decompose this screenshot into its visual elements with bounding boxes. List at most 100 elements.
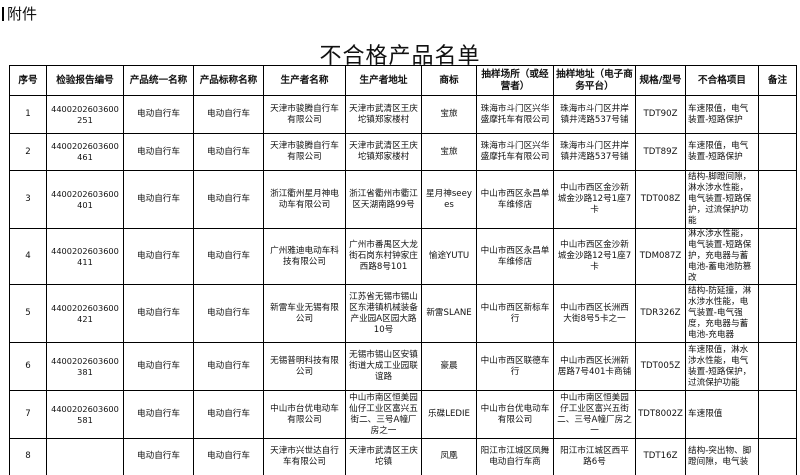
cell-producer-address: 天津市武清区王庆坨镇郑家楼村 bbox=[345, 95, 422, 134]
cell-sampling-venue: 中山市西区联德车行 bbox=[476, 342, 554, 391]
cell-producer: 天津市骏腾自行车有限公司 bbox=[263, 133, 346, 171]
unqualified-products-table: 序号 检验报告编号 产品统一名称 产品标称名称 生产者名称 生产者地址 商标 抽… bbox=[9, 65, 797, 475]
cell-defect: 车速限值，电气装置-短路保护 bbox=[685, 133, 759, 171]
cell-producer: 中山市台优电动车有限公司 bbox=[263, 390, 346, 439]
cell-nominal-name: 电动自行车 bbox=[193, 95, 264, 134]
cell-sampling-address: 珠海市斗门区井岸镇井湾路537号铺 bbox=[553, 95, 636, 134]
cell-producer: 无锡普明科技有限公司 bbox=[263, 342, 346, 391]
cell-producer: 天津市骏腾自行车有限公司 bbox=[263, 95, 346, 134]
cell-producer: 新雷车业无锡有限公司 bbox=[263, 284, 346, 343]
cell-producer-address: 天津市武清区王庆坨镇郑家楼村 bbox=[345, 133, 422, 171]
cell-defect: 淋水涉水性能，电气装置-短路保护，充电器与蓄电池-蓄电池防篡改 bbox=[685, 228, 759, 285]
cell-defect: 结构-脚蹬间隙，淋水涉水性能，电气装置-短路保护，过流保护功能 bbox=[685, 170, 759, 229]
cell-remark bbox=[758, 342, 797, 391]
cell-remark bbox=[758, 133, 797, 171]
cell-brand: 新雷SLANE bbox=[421, 284, 477, 343]
cell-sampling-venue: 中山市西区永昌单车维修店 bbox=[476, 228, 554, 285]
cell-model: TDT16Z bbox=[635, 438, 686, 475]
table-row: 7 4400202603600581 电动自行车 电动自行车 中山市台优电动车有… bbox=[9, 390, 797, 439]
cell-nominal-name: 电动自行车 bbox=[193, 390, 264, 439]
cell-defect: 车速限值 bbox=[685, 390, 759, 439]
cell-unified-name: 电动自行车 bbox=[123, 390, 194, 439]
cell-producer-address: 无锡市锡山区安镇街道大成工业园联谊路 bbox=[345, 342, 422, 391]
table-row: 4 4400202603600411 电动自行车 电动自行车 广州雅迪电动车科技… bbox=[9, 228, 797, 285]
header-sampling-venue: 抽样场所（或经营者） bbox=[476, 65, 554, 96]
header-report-no: 检验报告编号 bbox=[46, 65, 124, 96]
cell-brand: 宝旅 bbox=[421, 133, 477, 171]
cell-producer-address: 浙江省衢州市衢江区天湖南路99号 bbox=[345, 170, 422, 229]
cell-report-no: 4400202603600581 bbox=[46, 390, 124, 439]
cell-nominal-name: 电动自行车 bbox=[193, 228, 264, 285]
cell-producer: 广州雅迪电动车科技有限公司 bbox=[263, 228, 346, 285]
cell-nominal-name: 电动自行车 bbox=[193, 438, 264, 475]
cell-no: 2 bbox=[9, 133, 47, 171]
cell-defect: 结构-防延撞，淋水涉水性能，电气装置-电气强度，充电器与蓄电池-充电器 bbox=[685, 284, 759, 343]
cell-producer-address: 广州市番禺区大龙街石岗东村钟家庄西路8号101 bbox=[345, 228, 422, 285]
table-row: 1 4400202603600251 电动自行车 电动自行车 天津市骏腾自行车有… bbox=[9, 95, 797, 134]
cell-producer-address: 中山市南区恒美园仙仔工业区富兴五街二、三号A幢厂房之一 bbox=[345, 390, 422, 439]
table-row: 8 电动自行车 电动自行车 天津市兴世达自行车有限公司 天津市武清区王庆坨镇 凤… bbox=[9, 438, 797, 475]
cell-defect: 车速限值，电气装置-短路保护 bbox=[685, 95, 759, 134]
header-model: 规格/型号 bbox=[635, 65, 686, 96]
cell-model: TDT8002Z bbox=[635, 390, 686, 439]
cell-producer: 浙江衢州星月神电动车有限公司 bbox=[263, 170, 346, 229]
cell-brand: 乐碟LEDIE bbox=[421, 390, 477, 439]
cell-remark bbox=[758, 95, 797, 134]
cell-report-no: 4400202603600461 bbox=[46, 133, 124, 171]
cell-unified-name: 电动自行车 bbox=[123, 133, 194, 171]
cell-unified-name: 电动自行车 bbox=[123, 228, 194, 285]
cell-sampling-address: 中山市西区金沙新城金沙路12号1座7卡 bbox=[553, 170, 636, 229]
header-defect: 不合格项目 bbox=[685, 65, 759, 96]
cell-unified-name: 电动自行车 bbox=[123, 438, 194, 475]
cell-unified-name: 电动自行车 bbox=[123, 342, 194, 391]
cell-remark bbox=[758, 228, 797, 285]
cell-remark bbox=[758, 284, 797, 343]
cell-no: 6 bbox=[9, 342, 47, 391]
cell-brand: 愉途YUTU bbox=[421, 228, 477, 285]
cell-model: TDT89Z bbox=[635, 133, 686, 171]
header-sampling-address: 抽样地址（电子商务平台） bbox=[553, 65, 636, 96]
cell-no: 5 bbox=[9, 284, 47, 343]
table-row: 5 4400202603600421 电动自行车 电动自行车 新雷车业无锡有限公… bbox=[9, 284, 797, 343]
cell-nominal-name: 电动自行车 bbox=[193, 284, 264, 343]
header-nominal-name: 产品标称名称 bbox=[193, 65, 264, 96]
cell-sampling-address: 中山市南区恒美园仔工业区富兴五街二、三号A幢厂房之一 bbox=[553, 390, 636, 439]
cell-brand: 凤凰 bbox=[421, 438, 477, 475]
cell-sampling-address: 中山市西区金沙新城金沙路12号1座7卡 bbox=[553, 228, 636, 285]
cell-report-no: 4400202603600421 bbox=[46, 284, 124, 343]
cell-unified-name: 电动自行车 bbox=[123, 284, 194, 343]
cell-sampling-address: 珠海市斗门区井岸镇井湾路537号铺 bbox=[553, 133, 636, 171]
header-remark: 备注 bbox=[758, 65, 797, 96]
page-title: 不合格产品名单 bbox=[319, 44, 481, 69]
cell-unified-name: 电动自行车 bbox=[123, 170, 194, 229]
cell-no: 1 bbox=[9, 95, 47, 134]
cell-sampling-address: 中山市西区长洲西大街8号5卡之一 bbox=[553, 284, 636, 343]
cell-model: TDT008Z bbox=[635, 170, 686, 229]
cell-sampling-venue: 阳江市江城区凤舞电动自行车商 bbox=[476, 438, 554, 475]
cell-sampling-address: 中山市西区长洲新居路7号401卡商铺 bbox=[553, 342, 636, 391]
cell-nominal-name: 电动自行车 bbox=[193, 342, 264, 391]
cell-sampling-venue: 珠海市斗门区兴华盛摩托车有限公司 bbox=[476, 133, 554, 171]
cell-brand: 宝旅 bbox=[421, 95, 477, 134]
attachment-bar bbox=[2, 6, 4, 21]
cell-brand: 星月神seeyes bbox=[421, 170, 477, 229]
cell-nominal-name: 电动自行车 bbox=[193, 133, 264, 171]
cell-defect: 车速限值，淋水涉水性能，电气装置-短路保护，过流保护功能 bbox=[685, 342, 759, 391]
cell-model: TDR326Z bbox=[635, 284, 686, 343]
cell-report-no: 4400202603600251 bbox=[46, 95, 124, 134]
cell-no: 7 bbox=[9, 390, 47, 439]
cell-model: TDT90Z bbox=[635, 95, 686, 134]
cell-report-no: 4400202603600411 bbox=[46, 228, 124, 285]
cell-nominal-name: 电动自行车 bbox=[193, 170, 264, 229]
header-no: 序号 bbox=[9, 65, 47, 96]
cell-sampling-venue: 中山市西区新标车行 bbox=[476, 284, 554, 343]
header-unified-name: 产品统一名称 bbox=[123, 65, 194, 96]
cell-producer: 天津市兴世达自行车有限公司 bbox=[263, 438, 346, 475]
header-row: 序号 检验报告编号 产品统一名称 产品标称名称 生产者名称 生产者地址 商标 抽… bbox=[9, 65, 797, 96]
cell-sampling-venue: 珠海市斗门区兴华盛摩托车有限公司 bbox=[476, 95, 554, 134]
cell-report-no bbox=[46, 438, 124, 475]
cell-defect: 结构-突出物、脚蹬间隙，电气装 bbox=[685, 438, 759, 475]
attachment-text: 附件 bbox=[7, 5, 38, 23]
header-brand: 商标 bbox=[421, 65, 477, 96]
cell-unified-name: 电动自行车 bbox=[123, 95, 194, 134]
